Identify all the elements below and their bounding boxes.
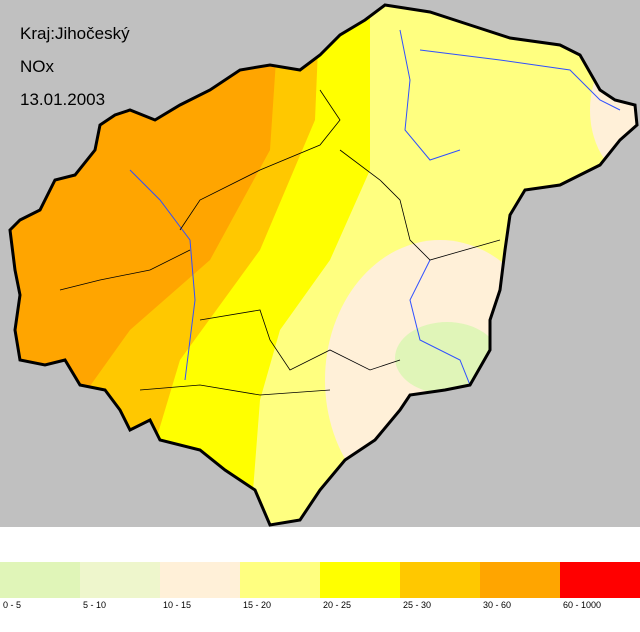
legend-label: 60 - 1000 — [563, 600, 601, 610]
legend-label: 5 - 10 — [83, 600, 106, 610]
legend-swatch — [160, 562, 240, 598]
district-border — [59, 249, 191, 291]
legend-swatch — [480, 562, 560, 598]
district-borders — [59, 89, 501, 396]
legend-label: 10 - 15 — [163, 600, 191, 610]
legend-label: 30 - 60 — [483, 600, 511, 610]
legend-swatch — [400, 562, 480, 598]
rivers — [129, 29, 621, 386]
legend-swatch — [0, 562, 80, 598]
legend-label: 20 - 25 — [323, 600, 351, 610]
river — [399, 29, 461, 161]
river — [419, 49, 621, 111]
legend-swatch — [80, 562, 160, 598]
date: 13.01.2003 — [20, 90, 105, 109]
region-name: Kraj:Jihočeský — [20, 24, 130, 43]
district-border — [339, 149, 501, 261]
river — [129, 169, 196, 381]
district-border — [179, 89, 341, 231]
legend-swatch — [240, 562, 320, 598]
pollutant: NOx — [20, 57, 55, 76]
district-border — [139, 384, 331, 396]
legend-label: 0 - 5 — [3, 600, 21, 610]
legend-swatch — [320, 562, 400, 598]
district-border — [199, 309, 401, 371]
legend-swatch — [560, 562, 640, 598]
river — [409, 259, 471, 386]
legend: 0 - 5 5 - 10 10 - 15 15 - 20 20 - 25 25 - 30 3… — [0, 562, 640, 610]
legend-label: 25 - 30 — [403, 600, 431, 610]
legend-label: 15 - 20 — [243, 600, 271, 610]
